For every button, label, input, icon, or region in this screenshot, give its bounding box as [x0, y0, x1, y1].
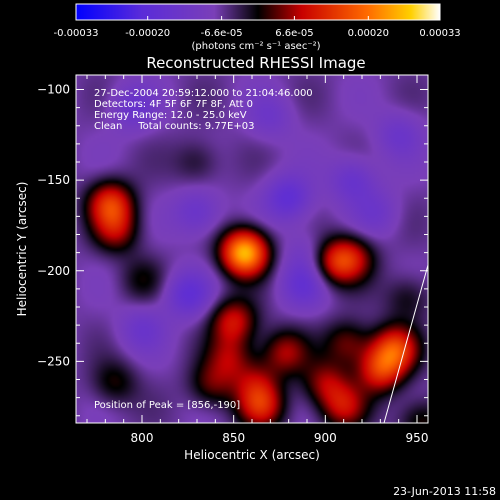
axes: 800 850 900 950 −100 −150 −200 −250	[37, 75, 428, 445]
colorbar-tick-label: 0.00020	[348, 28, 389, 39]
y-axis-label: Heliocentric Y (arcsec)	[15, 182, 29, 317]
x-axis-label: Heliocentric X (arcsec)	[184, 448, 320, 462]
y-tick-label: −150	[37, 173, 70, 187]
annotation-detectors: Detectors: 4F 5F 6F 7F 8F, Att 0	[94, 99, 253, 110]
colorbar-tick-label: -6.6e-05	[201, 28, 243, 39]
x-tick-label: 850	[222, 431, 245, 445]
colorbar	[75, 3, 441, 21]
annotation-energy: Energy Range: 12.0 - 25.0 keV	[94, 110, 247, 121]
colorbar-ticks: -0.00033 -0.00020 -6.6e-05 6.6e-05 0.00020 0.…	[54, 16, 461, 39]
x-tick-label: 800	[131, 431, 154, 445]
peak-label: Position of Peak = [856,-190]	[94, 400, 240, 411]
colorbar-tick-label: 0.00033	[419, 28, 460, 39]
y-tick-label: −100	[37, 83, 70, 97]
limb-line	[383, 264, 429, 424]
y-tick-label: −250	[37, 354, 70, 368]
colorbar-tick-label: 6.6e-05	[275, 28, 313, 39]
annotation-block: 27-Dec-2004 20:59:12.000 to 21:04:46.000…	[94, 88, 313, 132]
annotation-time: 27-Dec-2004 20:59:12.000 to 21:04:46.000	[94, 88, 313, 99]
colorbar-units: (photons cm⁻² s⁻¹ asec⁻²)	[191, 41, 320, 52]
timestamp: 23-Jun-2013 11:58	[393, 485, 496, 498]
x-tick-label: 900	[314, 431, 337, 445]
colorbar-tick-label: -0.00033	[54, 28, 99, 39]
heatmap-image	[76, 75, 428, 423]
y-tick-label: −200	[37, 264, 70, 278]
x-tick-label: 950	[406, 431, 429, 445]
annotation-counts: Clean Total counts: 9.77E+03	[94, 121, 254, 132]
colorbar-tick-label: -0.00020	[125, 28, 170, 39]
chart-title: Reconstructed RHESSI Image	[146, 54, 365, 72]
